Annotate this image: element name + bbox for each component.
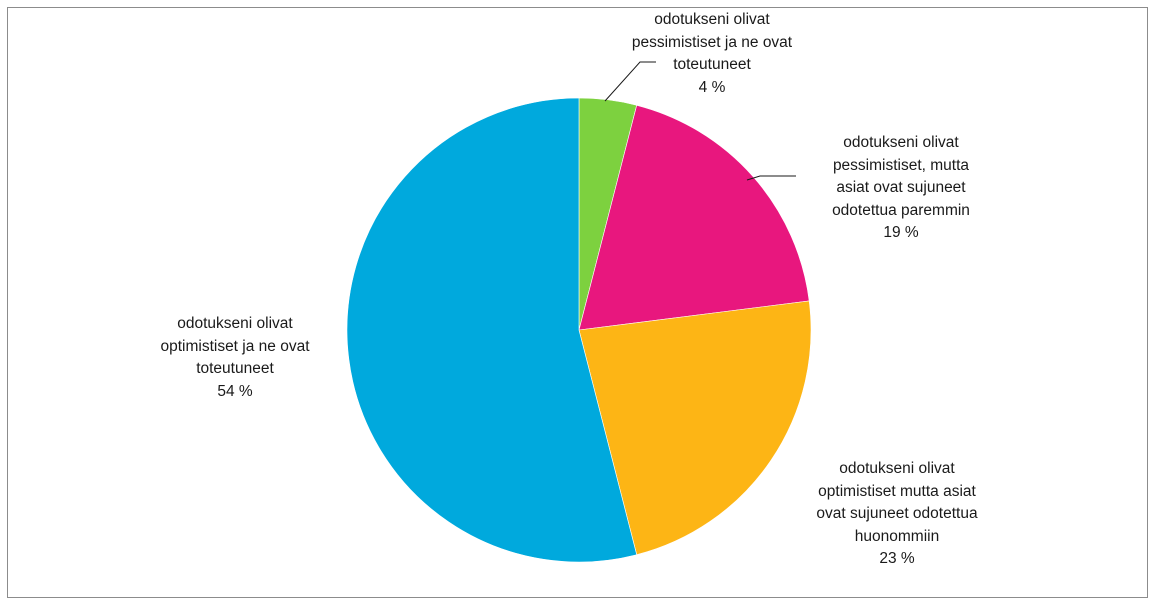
label-line: toteutuneet	[120, 358, 350, 381]
slice-label-pessimistic-better: odotukseni olivat pessimistiset, mutta a…	[796, 132, 1006, 245]
slice-label-optimistic-worse: odotukseni olivat optimistiset mutta asi…	[787, 458, 1007, 571]
label-line: ovat sujuneet odotettua	[787, 503, 1007, 526]
label-line: odotukseni olivat	[796, 132, 1006, 155]
label-line: toteutuneet	[612, 54, 812, 77]
label-line: asiat ovat sujuneet	[796, 177, 1006, 200]
value-label: 54 %	[120, 381, 350, 404]
label-line: optimistiset ja ne ovat	[120, 336, 350, 359]
value-label: 19 %	[796, 222, 1006, 245]
label-line: odotukseni olivat	[787, 458, 1007, 481]
label-line: odotettua paremmin	[796, 200, 1006, 223]
value-label: 4 %	[612, 77, 812, 100]
slice-label-optimistic-fulfilled: odotukseni olivat optimistiset ja ne ova…	[120, 313, 350, 403]
value-label: 23 %	[787, 548, 1007, 571]
label-line: pessimistiset, mutta	[796, 155, 1006, 178]
slice-label-pessimistic-fulfilled: odotukseni olivat pessimistiset ja ne ov…	[612, 9, 812, 99]
label-line: optimistiset mutta asiat	[787, 481, 1007, 504]
label-line: huonommiin	[787, 526, 1007, 549]
label-line: pessimistiset ja ne ovat	[612, 32, 812, 55]
label-line: odotukseni olivat	[612, 9, 812, 32]
label-line: odotukseni olivat	[120, 313, 350, 336]
